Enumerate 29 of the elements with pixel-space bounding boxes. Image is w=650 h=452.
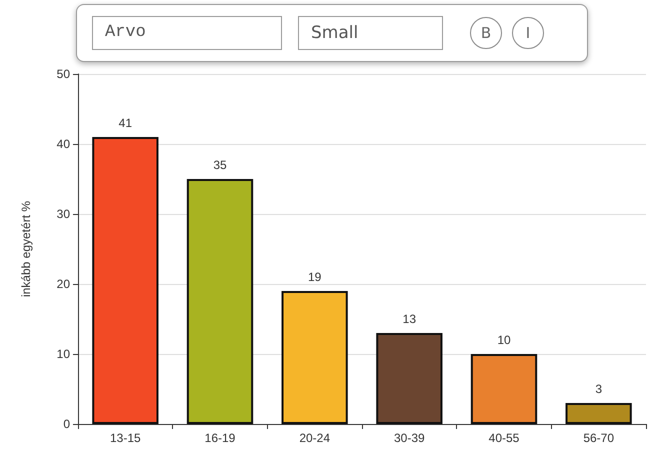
x-tick-label: 20-24 [299,431,330,445]
text-field: Arvo [92,16,282,50]
bar [92,137,158,424]
data-label: 3 [595,382,602,396]
y-tick-label: 50 [56,67,70,81]
bar [282,291,348,424]
bar [376,333,442,424]
y-tick-label: 20 [56,277,70,291]
x-tick-label: 56-70 [583,431,614,445]
y-axis-title: inkább egyetért % [19,200,33,298]
text-field: Small [298,16,443,50]
y-tick-label: 40 [56,137,70,151]
x-tick-label: 16-19 [204,431,236,445]
data-label: 10 [497,333,511,347]
y-tick-label: 0 [63,417,70,431]
data-label: 19 [308,270,322,284]
x-tick-label: 13-15 [110,431,141,445]
bar [470,354,538,424]
data-label: 35 [213,158,227,172]
bar [186,179,254,424]
x-tick-label: 40-55 [488,431,520,445]
y-tick-label: 30 [56,207,70,221]
x-tick-label: 30-39 [394,431,425,445]
bar [566,403,632,424]
y-tick-label: 10 [56,347,70,361]
toggle-button: B [470,17,502,49]
data-label: 13 [402,312,416,326]
toggle-button: I [512,17,544,49]
data-label: 41 [118,116,132,130]
